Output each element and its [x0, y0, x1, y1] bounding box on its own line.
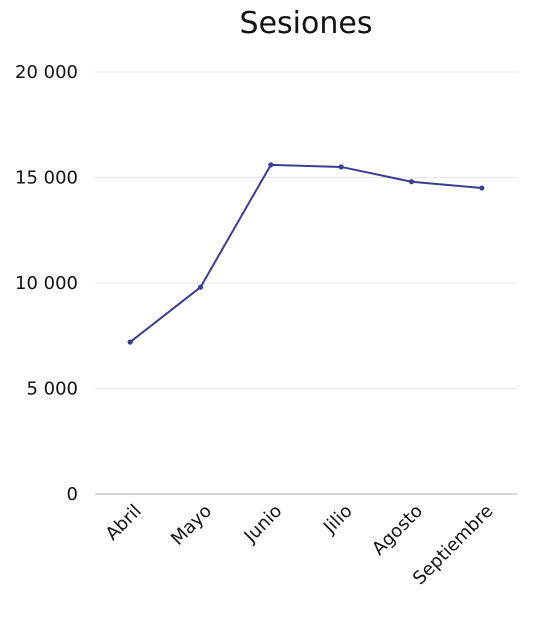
data-point	[338, 164, 344, 170]
y-tick-label: 0	[67, 484, 78, 505]
data-point	[479, 185, 485, 191]
data-point	[127, 339, 133, 345]
series-layer	[127, 162, 485, 345]
data-point	[268, 162, 274, 168]
x-tick-label: Jilio	[319, 501, 357, 539]
y-tick-label: 5 000	[26, 379, 78, 400]
grid-layer	[95, 71, 517, 389]
data-point	[408, 179, 415, 185]
y-tick-labels: 0 5 000 10 000 15 000 20 000	[15, 62, 78, 505]
data-point	[197, 284, 204, 290]
x-tick-label: Abril	[102, 501, 146, 545]
y-tick-label: 20 000	[15, 62, 78, 83]
y-tick-label: 15 000	[15, 168, 78, 189]
chart-title: Sesiones	[239, 6, 373, 41]
x-tick-label: Junio	[240, 501, 287, 548]
x-tick-label: Mayo	[167, 501, 216, 550]
x-tick-label: Agosto	[368, 501, 427, 560]
series-line	[129, 163, 482, 343]
y-tick-label: 10 000	[15, 273, 78, 294]
